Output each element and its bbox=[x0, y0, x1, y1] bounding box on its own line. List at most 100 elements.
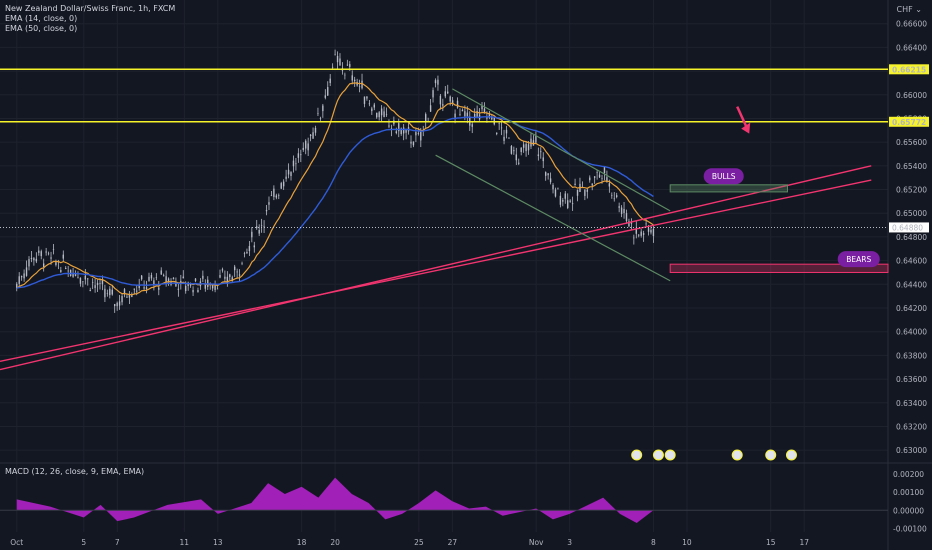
candle-body bbox=[608, 183, 611, 187]
candle-body bbox=[633, 237, 635, 239]
candle-body bbox=[373, 104, 375, 108]
candle-body bbox=[133, 288, 135, 290]
candle-body bbox=[253, 245, 255, 248]
candle-body bbox=[317, 113, 319, 114]
candle-body bbox=[515, 154, 518, 161]
candle-body bbox=[488, 112, 491, 118]
candle-body bbox=[87, 278, 89, 280]
candle-body bbox=[508, 137, 510, 139]
candle-body bbox=[424, 114, 427, 122]
candle-body bbox=[30, 257, 33, 260]
candle-body bbox=[33, 258, 35, 261]
last-price-label: 0.64880 bbox=[892, 223, 923, 232]
candle-body bbox=[471, 124, 473, 127]
candle-body bbox=[459, 114, 461, 115]
candle-body bbox=[273, 188, 275, 197]
candle-body bbox=[77, 276, 79, 278]
candle-body bbox=[589, 177, 591, 181]
symbol-title: New Zealand Dollar/Swiss Franc, 1h, FXCM bbox=[5, 4, 176, 13]
candle-body bbox=[162, 275, 165, 277]
candle-body bbox=[640, 231, 642, 236]
candle-body bbox=[309, 134, 312, 137]
y-tick-label: 0.64800 bbox=[896, 233, 927, 242]
candle-body bbox=[248, 246, 251, 252]
x-tick-label: 17 bbox=[799, 538, 809, 547]
candle-body bbox=[177, 288, 180, 290]
candle-body bbox=[483, 108, 486, 113]
candle-body bbox=[544, 172, 547, 176]
candle-body bbox=[226, 276, 229, 283]
candle-body bbox=[417, 133, 420, 134]
ema14-line bbox=[16, 82, 654, 296]
candle-body bbox=[363, 96, 366, 104]
candle-body bbox=[126, 296, 128, 298]
candle-body bbox=[136, 290, 138, 292]
candle-body bbox=[197, 289, 199, 293]
candle-body bbox=[444, 91, 446, 97]
candle-body bbox=[292, 160, 295, 167]
candle-body bbox=[165, 276, 167, 283]
level-price-label: 0.66215 bbox=[892, 65, 926, 74]
candle-body bbox=[642, 233, 645, 235]
currency-selector[interactable]: CHF ⌄ bbox=[896, 5, 922, 14]
candle-body bbox=[243, 253, 246, 254]
macd-histogram bbox=[16, 477, 654, 523]
candle-body bbox=[344, 74, 346, 76]
candle-body bbox=[260, 225, 263, 227]
candle-body bbox=[65, 268, 67, 269]
candle-body bbox=[618, 206, 620, 208]
candle-body bbox=[437, 79, 439, 85]
candle-body bbox=[542, 157, 544, 162]
x-tick-label: 3 bbox=[567, 538, 572, 547]
candle-body bbox=[79, 277, 82, 284]
candle-body bbox=[625, 213, 628, 221]
candle-body bbox=[72, 274, 74, 277]
macd-tick-label: 0.00100 bbox=[893, 488, 924, 497]
candle-body bbox=[96, 282, 99, 286]
candle-body bbox=[145, 287, 148, 289]
candle-body bbox=[532, 140, 535, 146]
candle-body bbox=[368, 103, 371, 105]
candle-body bbox=[334, 54, 336, 56]
candle-body bbox=[574, 183, 576, 186]
candle-body bbox=[351, 75, 353, 81]
candle-body bbox=[140, 275, 143, 280]
candle-body bbox=[584, 189, 586, 196]
candle-body bbox=[150, 275, 153, 279]
candle-body bbox=[415, 132, 417, 136]
candle-body bbox=[554, 189, 557, 197]
candle-body bbox=[123, 289, 126, 294]
candle-body bbox=[385, 114, 388, 115]
candle-body bbox=[114, 304, 116, 307]
candle-body bbox=[192, 290, 194, 293]
candle-body bbox=[305, 140, 307, 149]
candle-body bbox=[23, 273, 25, 279]
candle-body bbox=[118, 301, 121, 306]
economic-event-icon bbox=[664, 449, 676, 461]
candle-body bbox=[434, 80, 437, 84]
candle-body bbox=[322, 105, 324, 112]
candle-body bbox=[586, 189, 589, 192]
candle-body bbox=[40, 251, 42, 257]
candle-body bbox=[451, 100, 454, 104]
candle-body bbox=[349, 64, 351, 67]
candle-body bbox=[158, 287, 160, 290]
economic-event-icon bbox=[631, 449, 643, 461]
candle-body bbox=[635, 228, 637, 234]
y-tick-label: 0.65000 bbox=[896, 209, 927, 218]
x-tick-label: Oct bbox=[10, 538, 23, 547]
level-price-label: 0.65772 bbox=[892, 118, 926, 127]
candle-body bbox=[238, 274, 241, 276]
candle-body bbox=[559, 195, 562, 205]
candle-body bbox=[155, 277, 158, 279]
candle-body bbox=[38, 250, 40, 253]
candle-body bbox=[280, 183, 282, 189]
candle-body bbox=[47, 253, 50, 255]
candle-body bbox=[380, 108, 383, 116]
y-tick-label: 0.66400 bbox=[896, 43, 927, 52]
bulls-label-text: BULLS bbox=[712, 172, 736, 181]
candle-body bbox=[522, 144, 525, 148]
candle-body bbox=[442, 104, 444, 106]
candle-body bbox=[116, 302, 118, 307]
